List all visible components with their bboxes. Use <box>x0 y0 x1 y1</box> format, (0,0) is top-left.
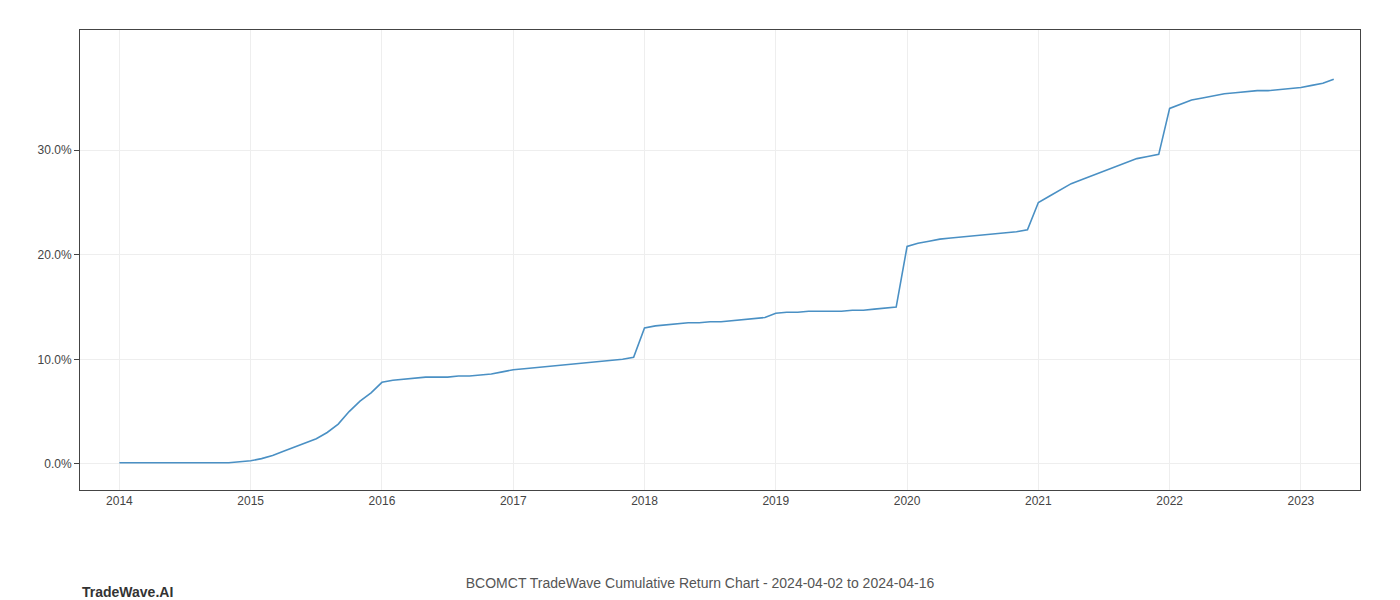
svg-text:2014: 2014 <box>106 494 133 508</box>
svg-text:2016: 2016 <box>369 494 396 508</box>
svg-text:0.0%: 0.0% <box>44 457 72 471</box>
svg-text:2018: 2018 <box>631 494 658 508</box>
svg-text:2021: 2021 <box>1025 494 1052 508</box>
svg-text:2022: 2022 <box>1156 494 1183 508</box>
svg-text:2023: 2023 <box>1288 494 1315 508</box>
svg-text:2019: 2019 <box>762 494 789 508</box>
svg-text:30.0%: 30.0% <box>38 143 72 157</box>
svg-text:BCOMCT TradeWave Cumulative Re: BCOMCT TradeWave Cumulative Return Chart… <box>466 575 935 591</box>
svg-text:2017: 2017 <box>500 494 527 508</box>
svg-text:2015: 2015 <box>237 494 264 508</box>
svg-text:20.0%: 20.0% <box>38 248 72 262</box>
svg-text:10.0%: 10.0% <box>38 353 72 367</box>
svg-text:2020: 2020 <box>894 494 921 508</box>
svg-text:TradeWave.AI: TradeWave.AI <box>82 584 173 600</box>
